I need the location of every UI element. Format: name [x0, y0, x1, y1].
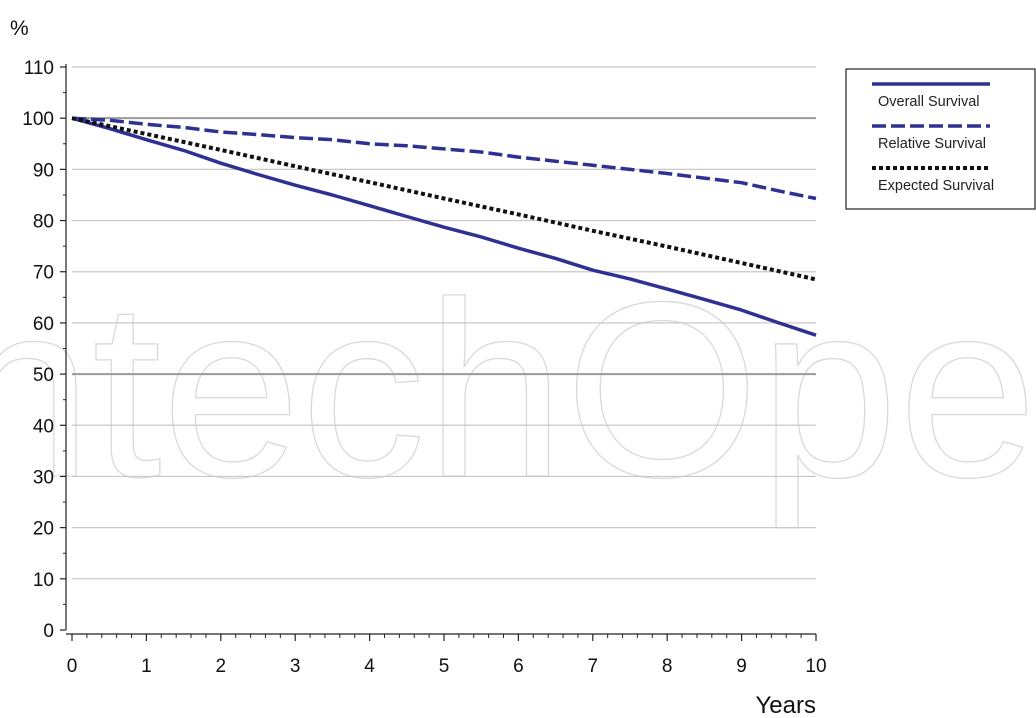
x-tick-label: 3	[290, 656, 301, 677]
x-tick-label: 6	[513, 656, 524, 677]
y-tick-label: 0	[43, 621, 54, 642]
x-tick-label: 1	[141, 656, 152, 677]
axes: % Years 0 10 20 30 40 50 60 70 80 90 100 110 0 1 2 3 4 5 6…	[10, 17, 827, 718]
watermark-logo: IntechOpen	[0, 250, 1036, 529]
x-tick-label: 7	[588, 656, 599, 677]
legend-label-relative-survival: Relative Survival	[878, 136, 986, 152]
series-lines	[71, 116, 817, 337]
y-tick-label: 20	[33, 519, 54, 540]
y-tick-label: 100	[22, 109, 54, 130]
y-tick-label: 110	[24, 58, 54, 79]
x-tick-label: 5	[439, 656, 450, 677]
y-tick-label: 70	[33, 263, 54, 284]
expected-survival-line	[71, 116, 817, 282]
y-tick-label: 30	[33, 467, 54, 488]
y-axis-title: %	[10, 17, 29, 40]
legend-label-expected-survival: Expected Survival	[878, 178, 994, 194]
y-tick-label: 40	[33, 416, 54, 437]
x-tick-label: 10	[805, 656, 826, 677]
legend-label-overall-survival: Overall Survival	[878, 94, 980, 110]
legend: Overall Survival Relative Survival Expecte…	[845, 68, 1036, 210]
x-axis-title: Years	[756, 692, 817, 718]
x-tick-label: 4	[364, 656, 375, 677]
relative-survival-line	[71, 116, 817, 201]
overall-survival-line	[71, 116, 817, 337]
y-tick-label: 10	[33, 570, 54, 591]
y-tick-label: 60	[33, 314, 54, 335]
x-tick-label: 0	[67, 656, 78, 677]
x-tick-label: 9	[736, 656, 747, 677]
y-tick-label: 80	[33, 212, 54, 233]
x-tick-label: 2	[216, 656, 227, 677]
x-tick-label: 8	[662, 656, 673, 677]
y-tick-label: 50	[33, 365, 54, 386]
legend-box	[845, 68, 1036, 210]
gridlines	[72, 66, 816, 580]
y-tick-label: 90	[33, 160, 54, 181]
